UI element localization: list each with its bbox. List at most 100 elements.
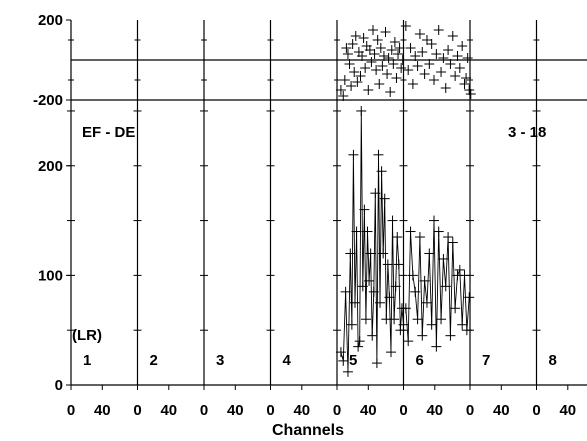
x-tick-label: 0 (266, 402, 274, 419)
scatter-point (350, 31, 361, 41)
scatter-point (380, 27, 391, 37)
scatter-point (405, 43, 416, 53)
data-point (378, 248, 389, 259)
panel-number-label: 4 (283, 352, 292, 369)
data-point (417, 330, 428, 341)
scatter-point (369, 49, 380, 59)
scatter-point (412, 61, 423, 71)
data-point (356, 105, 367, 116)
data-point (360, 314, 371, 325)
panel-number-label: 1 (83, 352, 91, 369)
series-line-panel-6 (405, 220, 470, 347)
scatter-point (407, 79, 418, 89)
scatter-point (377, 61, 388, 71)
data-point (393, 259, 404, 270)
scatter-point (391, 73, 402, 83)
data-point (338, 355, 349, 366)
scatter-point (382, 69, 393, 79)
scatter-point (385, 87, 396, 97)
scatter-point (457, 41, 468, 51)
data-point (424, 248, 435, 259)
data-point (376, 166, 387, 177)
chart-title-right: 3 - 18 (508, 124, 546, 141)
scatter-point (396, 63, 407, 73)
data-point (370, 188, 381, 199)
scatter-point (440, 83, 451, 93)
scatter-point (417, 47, 428, 57)
x-tick-label: 40 (360, 402, 377, 419)
data-point (433, 226, 444, 237)
data-point (403, 336, 414, 347)
scatter-point (378, 51, 389, 61)
data-point (364, 275, 375, 286)
scatter-point (386, 45, 397, 55)
scatter-point (459, 79, 470, 89)
scatter-point (464, 85, 475, 95)
x-tick-label: 40 (227, 402, 244, 419)
x-tick-label: 0 (466, 402, 474, 419)
data-point (349, 297, 360, 308)
scatter-point (357, 51, 368, 61)
data-point (400, 303, 411, 314)
scatter-point (414, 29, 425, 39)
data-point (353, 341, 364, 352)
data-point (387, 215, 398, 226)
x-tick-label: 40 (160, 402, 177, 419)
scatter-point (346, 81, 357, 91)
data-point (379, 193, 390, 204)
scatter-point (355, 71, 366, 81)
scatter-point (447, 31, 458, 41)
scatter-point (445, 59, 456, 69)
data-point (436, 314, 447, 325)
scatter-point (388, 59, 399, 69)
scatter-point (389, 37, 400, 47)
data-point (412, 314, 423, 325)
x-tick-label: 0 (133, 402, 141, 419)
scatter-point (360, 63, 371, 73)
data-point (348, 149, 359, 160)
x-tick-label: 40 (559, 402, 576, 419)
data-point (414, 232, 425, 243)
data-point (340, 286, 351, 297)
data-point (405, 226, 416, 237)
panel-number-label: 3 (216, 352, 224, 369)
data-point (443, 232, 454, 243)
data-point (429, 215, 440, 226)
panel-number-label: 6 (416, 352, 424, 369)
data-point (407, 270, 418, 281)
x-tick-label: 0 (67, 402, 75, 419)
scatter-point (371, 65, 382, 75)
data-point (447, 237, 458, 248)
data-point (390, 281, 401, 292)
data-point (375, 297, 386, 308)
data-point (464, 292, 475, 303)
scatter-point (339, 75, 350, 85)
data-point (445, 330, 456, 341)
panel-prefix-label: (LR) (72, 327, 102, 344)
scatter-point (433, 25, 444, 35)
scatter-point (450, 71, 461, 81)
scatter-point (421, 35, 432, 45)
data-point (373, 149, 384, 160)
panel-number-label: 2 (150, 352, 158, 369)
x-tick-label: 0 (200, 402, 208, 419)
scatter-point (338, 91, 349, 101)
data-point (359, 204, 370, 215)
x-tick-label: 40 (426, 402, 443, 419)
scatter-point (438, 53, 449, 63)
scatter-point (393, 49, 404, 59)
data-point (346, 319, 357, 330)
data-point (419, 275, 430, 286)
bottom-y-tick-label: 0 (55, 377, 63, 394)
scatter-point (342, 49, 353, 59)
top-y-tick-label: -200 (33, 92, 63, 109)
data-point (357, 281, 368, 292)
x-tick-label: 0 (532, 402, 540, 419)
top-scatter-panel (335, 21, 476, 101)
scatter-point (400, 21, 411, 31)
chart-title-left: EF - DE (82, 124, 135, 141)
scatter-point (375, 43, 386, 53)
data-point (371, 358, 382, 369)
scatter-point (436, 67, 447, 77)
